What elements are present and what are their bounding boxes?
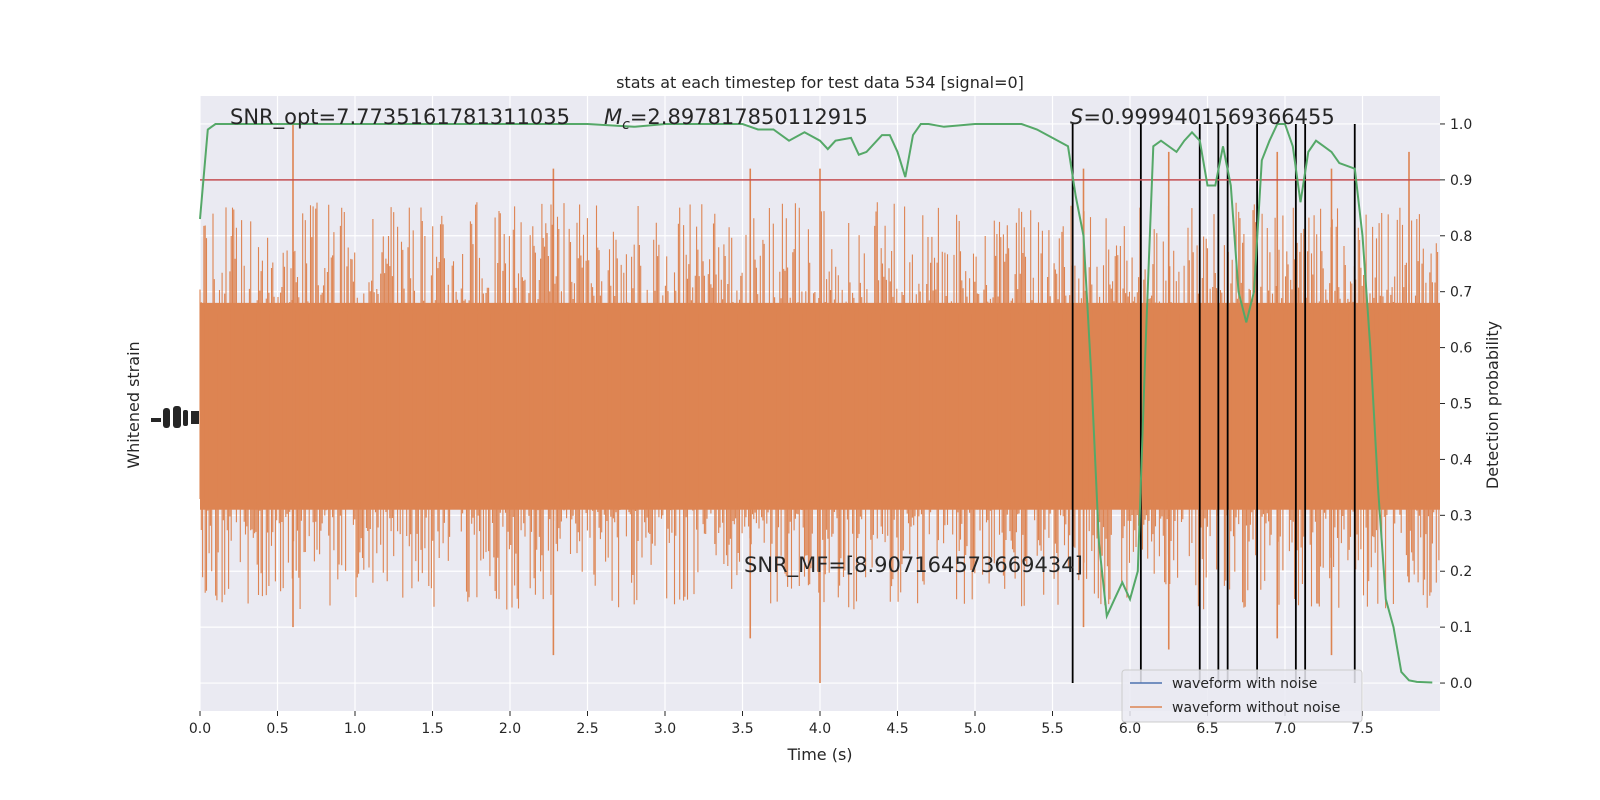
x-tick-label: 2.5 (576, 721, 598, 737)
x-tick-label: 1.0 (344, 721, 366, 737)
x-tick-label: 6.5 (1196, 721, 1218, 737)
x-tick-label: 7.5 (1351, 721, 1373, 737)
legend-box (1121, 669, 1363, 723)
y-right-tick-label: 0.5 (1450, 397, 1472, 413)
x-tick-label: 5.5 (1041, 721, 1063, 737)
y-right-tick-label: 0.0 (1450, 676, 1472, 692)
x-tick-label: 7.0 (1274, 721, 1296, 737)
x-axis-label: Time (s) (786, 745, 852, 764)
x-tick-label: 2.0 (499, 721, 521, 737)
annotation-snr-opt: SNR_opt=7.7735161781311035 (230, 105, 570, 130)
chart-title: stats at each timestep for test data 534… (616, 73, 1024, 92)
y-right-tick-label: 0.1 (1450, 620, 1472, 636)
y-right-tick-label: 1.0 (1450, 117, 1472, 133)
x-tick-label: 6.0 (1119, 721, 1141, 737)
y-right-tick-label: 0.7 (1450, 285, 1472, 301)
x-axis-ticks: 0.0 0.5 1.0 1.5 2.0 2.5 3.0 3.5 4.0 4.5 5.0 5.5 6.0 6… (189, 711, 1374, 737)
annotation-chirp-mass: Mc=2.897817850112915 (604, 105, 868, 133)
y-axis-right-ticks: 0.0 0.1 0.2 0.3 0.4 0.5 0.6 0.7 0.8 0.9 1.0 (1440, 117, 1472, 692)
probability-series-line (199, 123, 1433, 684)
y-right-tick-label: 0.2 (1450, 564, 1472, 580)
legend-label-waveform-without-noise: waveform without noise (1172, 700, 1340, 716)
y-right-tick-label: 0.3 (1450, 508, 1472, 524)
legend: waveform with noise waveform without noi… (1121, 669, 1363, 723)
x-tick-label: 4.5 (886, 721, 908, 737)
x-tick-label: 4.0 (809, 721, 831, 737)
x-tick-label: 0.5 (266, 721, 288, 737)
x-tick-label: 3.0 (654, 721, 676, 737)
strain-layer (199, 123, 1440, 684)
y-right-tick-label: 0.9 (1450, 173, 1472, 189)
strain-waveform-spikes (199, 202, 1440, 610)
y-axis-right-label: Detection probability (1483, 321, 1502, 489)
y-right-tick-label: 0.8 (1450, 229, 1472, 245)
y-right-tick-label: 0.6 (1450, 341, 1472, 357)
legend-label-waveform-with-noise: waveform with noise (1172, 676, 1317, 692)
x-tick-label: 1.5 (421, 721, 443, 737)
detection-lines (1071, 123, 1356, 684)
x-tick-label: 0.0 (189, 721, 211, 737)
x-tick-label: 3.5 (731, 721, 753, 737)
y-axis-left-collapsed-ticks (151, 406, 199, 428)
x-tick-label: 5.0 (964, 721, 986, 737)
annotation-snr-mf: SNR_MF=[8.907164573669434] (744, 553, 1083, 578)
y-axis-left-label: Whitened strain (124, 341, 143, 468)
annotation-s-value: S=0.9999401569366455 (1070, 105, 1335, 129)
y-right-tick-label: 0.4 (1450, 452, 1472, 468)
